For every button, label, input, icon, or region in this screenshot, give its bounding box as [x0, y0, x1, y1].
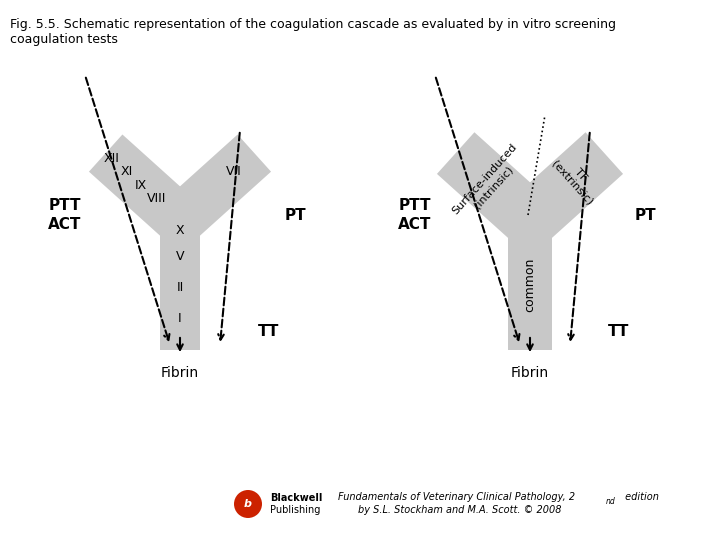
- Polygon shape: [437, 132, 549, 241]
- Text: Publishing: Publishing: [270, 505, 320, 515]
- Text: Fibrin: Fibrin: [511, 366, 549, 380]
- Text: VIII: VIII: [147, 192, 166, 205]
- Text: Fibrin: Fibrin: [161, 366, 199, 380]
- Text: XII: XII: [104, 152, 120, 165]
- Circle shape: [234, 490, 262, 518]
- Text: common: common: [523, 258, 536, 312]
- Text: Fundamentals of Veterinary Clinical Pathology, 2: Fundamentals of Veterinary Clinical Path…: [338, 492, 575, 502]
- Text: TT: TT: [608, 325, 629, 340]
- Text: Surface-induced
(intrinsic): Surface-induced (intrinsic): [451, 142, 528, 225]
- Text: II: II: [176, 281, 184, 294]
- Text: TT: TT: [258, 325, 279, 340]
- Text: coagulation tests: coagulation tests: [10, 33, 118, 46]
- Text: IX: IX: [135, 179, 148, 192]
- Polygon shape: [508, 220, 552, 350]
- Text: V: V: [176, 250, 184, 263]
- Text: Fig. 5.5. Schematic representation of the coagulation cascade as evaluated by in: Fig. 5.5. Schematic representation of th…: [10, 18, 616, 31]
- Text: edition: edition: [622, 492, 659, 502]
- Text: PT: PT: [284, 207, 306, 222]
- Text: PTT
ACT: PTT ACT: [398, 198, 432, 232]
- Text: Blackwell: Blackwell: [270, 493, 323, 503]
- Text: PT: PT: [634, 207, 656, 222]
- Text: XI: XI: [120, 165, 132, 178]
- Text: I: I: [178, 312, 182, 325]
- Text: VII: VII: [225, 165, 241, 178]
- Text: TF
(extrinsic): TF (extrinsic): [549, 150, 603, 207]
- Text: X: X: [176, 224, 184, 237]
- Text: nd: nd: [606, 497, 616, 506]
- Text: PTT
ACT: PTT ACT: [48, 198, 81, 232]
- Polygon shape: [160, 220, 200, 350]
- Polygon shape: [511, 132, 623, 241]
- Text: b: b: [244, 499, 252, 509]
- Polygon shape: [89, 134, 197, 239]
- Polygon shape: [163, 134, 271, 239]
- Text: by S.L. Stockham and M.A. Scott. © 2008: by S.L. Stockham and M.A. Scott. © 2008: [358, 505, 562, 515]
